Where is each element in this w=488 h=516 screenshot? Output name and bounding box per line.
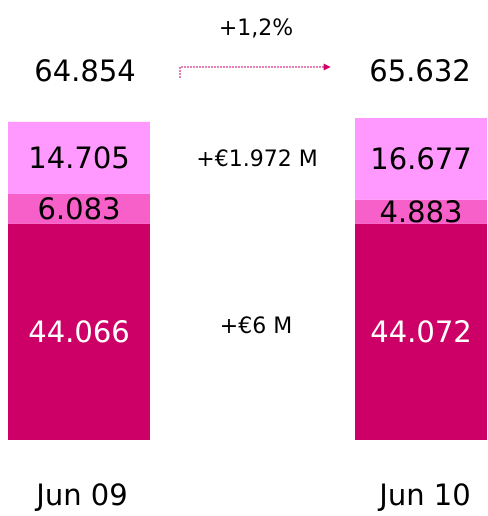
category-label: Jun 10	[377, 478, 470, 512]
growth-annotation: +1,2%	[219, 16, 293, 41]
growth-arrow	[179, 63, 331, 78]
segment-label: 44.066	[28, 315, 129, 349]
bar-segment	[8, 193, 150, 224]
bar-segment	[355, 118, 487, 200]
bar-segment	[8, 121, 150, 194]
bar-segment	[355, 199, 487, 224]
category-label: Jun 09	[34, 478, 127, 512]
segment-label: 14.705	[28, 141, 129, 175]
segment-label: 6.083	[37, 192, 120, 226]
segment-label: 44.072	[370, 315, 471, 349]
bottom-change-annotation: +€6 M	[220, 314, 292, 339]
segment-label: 4.883	[379, 195, 462, 229]
segment-label: 16.677	[370, 142, 471, 176]
middle-change-annotation: +€1.972 M	[196, 147, 317, 172]
bar-segment	[8, 223, 150, 440]
total-label: 64.854	[34, 54, 135, 88]
total-label: 65.632	[369, 54, 470, 88]
bar-segment	[355, 223, 487, 440]
